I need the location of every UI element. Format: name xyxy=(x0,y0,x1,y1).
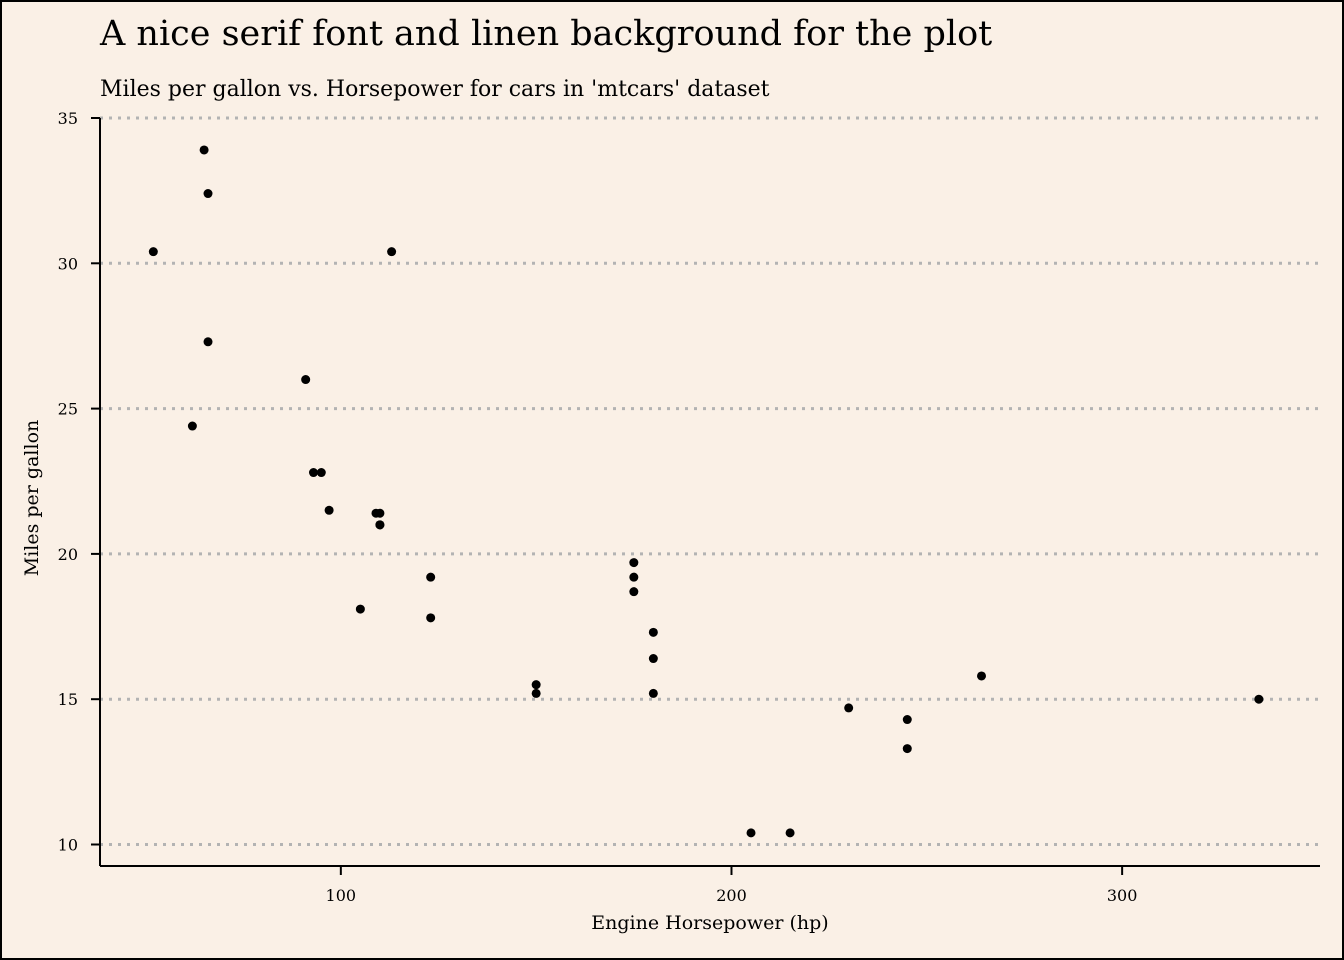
data-point xyxy=(187,421,197,431)
data-point xyxy=(199,145,209,155)
chart-subtitle: Miles per gallon vs. Horsepower for cars… xyxy=(100,77,770,102)
x-axis-label: Engine Horsepower (hp) xyxy=(591,912,828,934)
data-point xyxy=(629,587,639,597)
data-point xyxy=(426,572,436,582)
x-tick-label-200: 200 xyxy=(716,886,747,905)
data-point xyxy=(531,688,541,698)
chart-title: A nice serif font and linen background f… xyxy=(100,14,993,54)
data-point xyxy=(648,654,658,664)
data-point xyxy=(355,604,365,614)
data-point xyxy=(902,715,912,725)
data-point xyxy=(648,627,658,637)
x-tick-label-100: 100 xyxy=(326,886,357,905)
data-point xyxy=(316,468,326,478)
data-point xyxy=(1254,694,1264,704)
data-point xyxy=(902,744,912,754)
y-tick-label-35: 35 xyxy=(58,109,78,128)
y-tick-label-25: 25 xyxy=(58,400,78,419)
data-point xyxy=(203,337,213,347)
data-point xyxy=(629,558,639,568)
data-point xyxy=(531,680,541,690)
data-point xyxy=(324,505,334,515)
gridlines xyxy=(100,116,1320,846)
data-point xyxy=(375,520,385,530)
data-point xyxy=(648,688,658,698)
y-axis-ticks: 10 15 20 25 30 35 xyxy=(58,109,100,854)
x-tick-label-300: 300 xyxy=(1107,886,1138,905)
x-axis-ticks: 100 200 300 xyxy=(326,866,1138,905)
data-point xyxy=(629,572,639,582)
data-point xyxy=(308,468,318,478)
data-point xyxy=(371,508,381,518)
data-point xyxy=(387,247,397,257)
data-point xyxy=(785,828,795,838)
y-axis-label: Miles per gallon xyxy=(21,420,43,577)
data-point xyxy=(203,189,213,199)
y-tick-label-20: 20 xyxy=(58,545,78,564)
data-points xyxy=(148,145,1264,838)
y-tick-label-10: 10 xyxy=(58,835,78,854)
data-point xyxy=(426,613,436,623)
y-tick-label-30: 30 xyxy=(58,254,78,273)
y-tick-label-15: 15 xyxy=(58,690,78,709)
data-point xyxy=(977,671,987,681)
data-point xyxy=(148,247,158,257)
data-point xyxy=(301,375,311,385)
data-point xyxy=(844,703,854,713)
data-point xyxy=(746,828,756,838)
